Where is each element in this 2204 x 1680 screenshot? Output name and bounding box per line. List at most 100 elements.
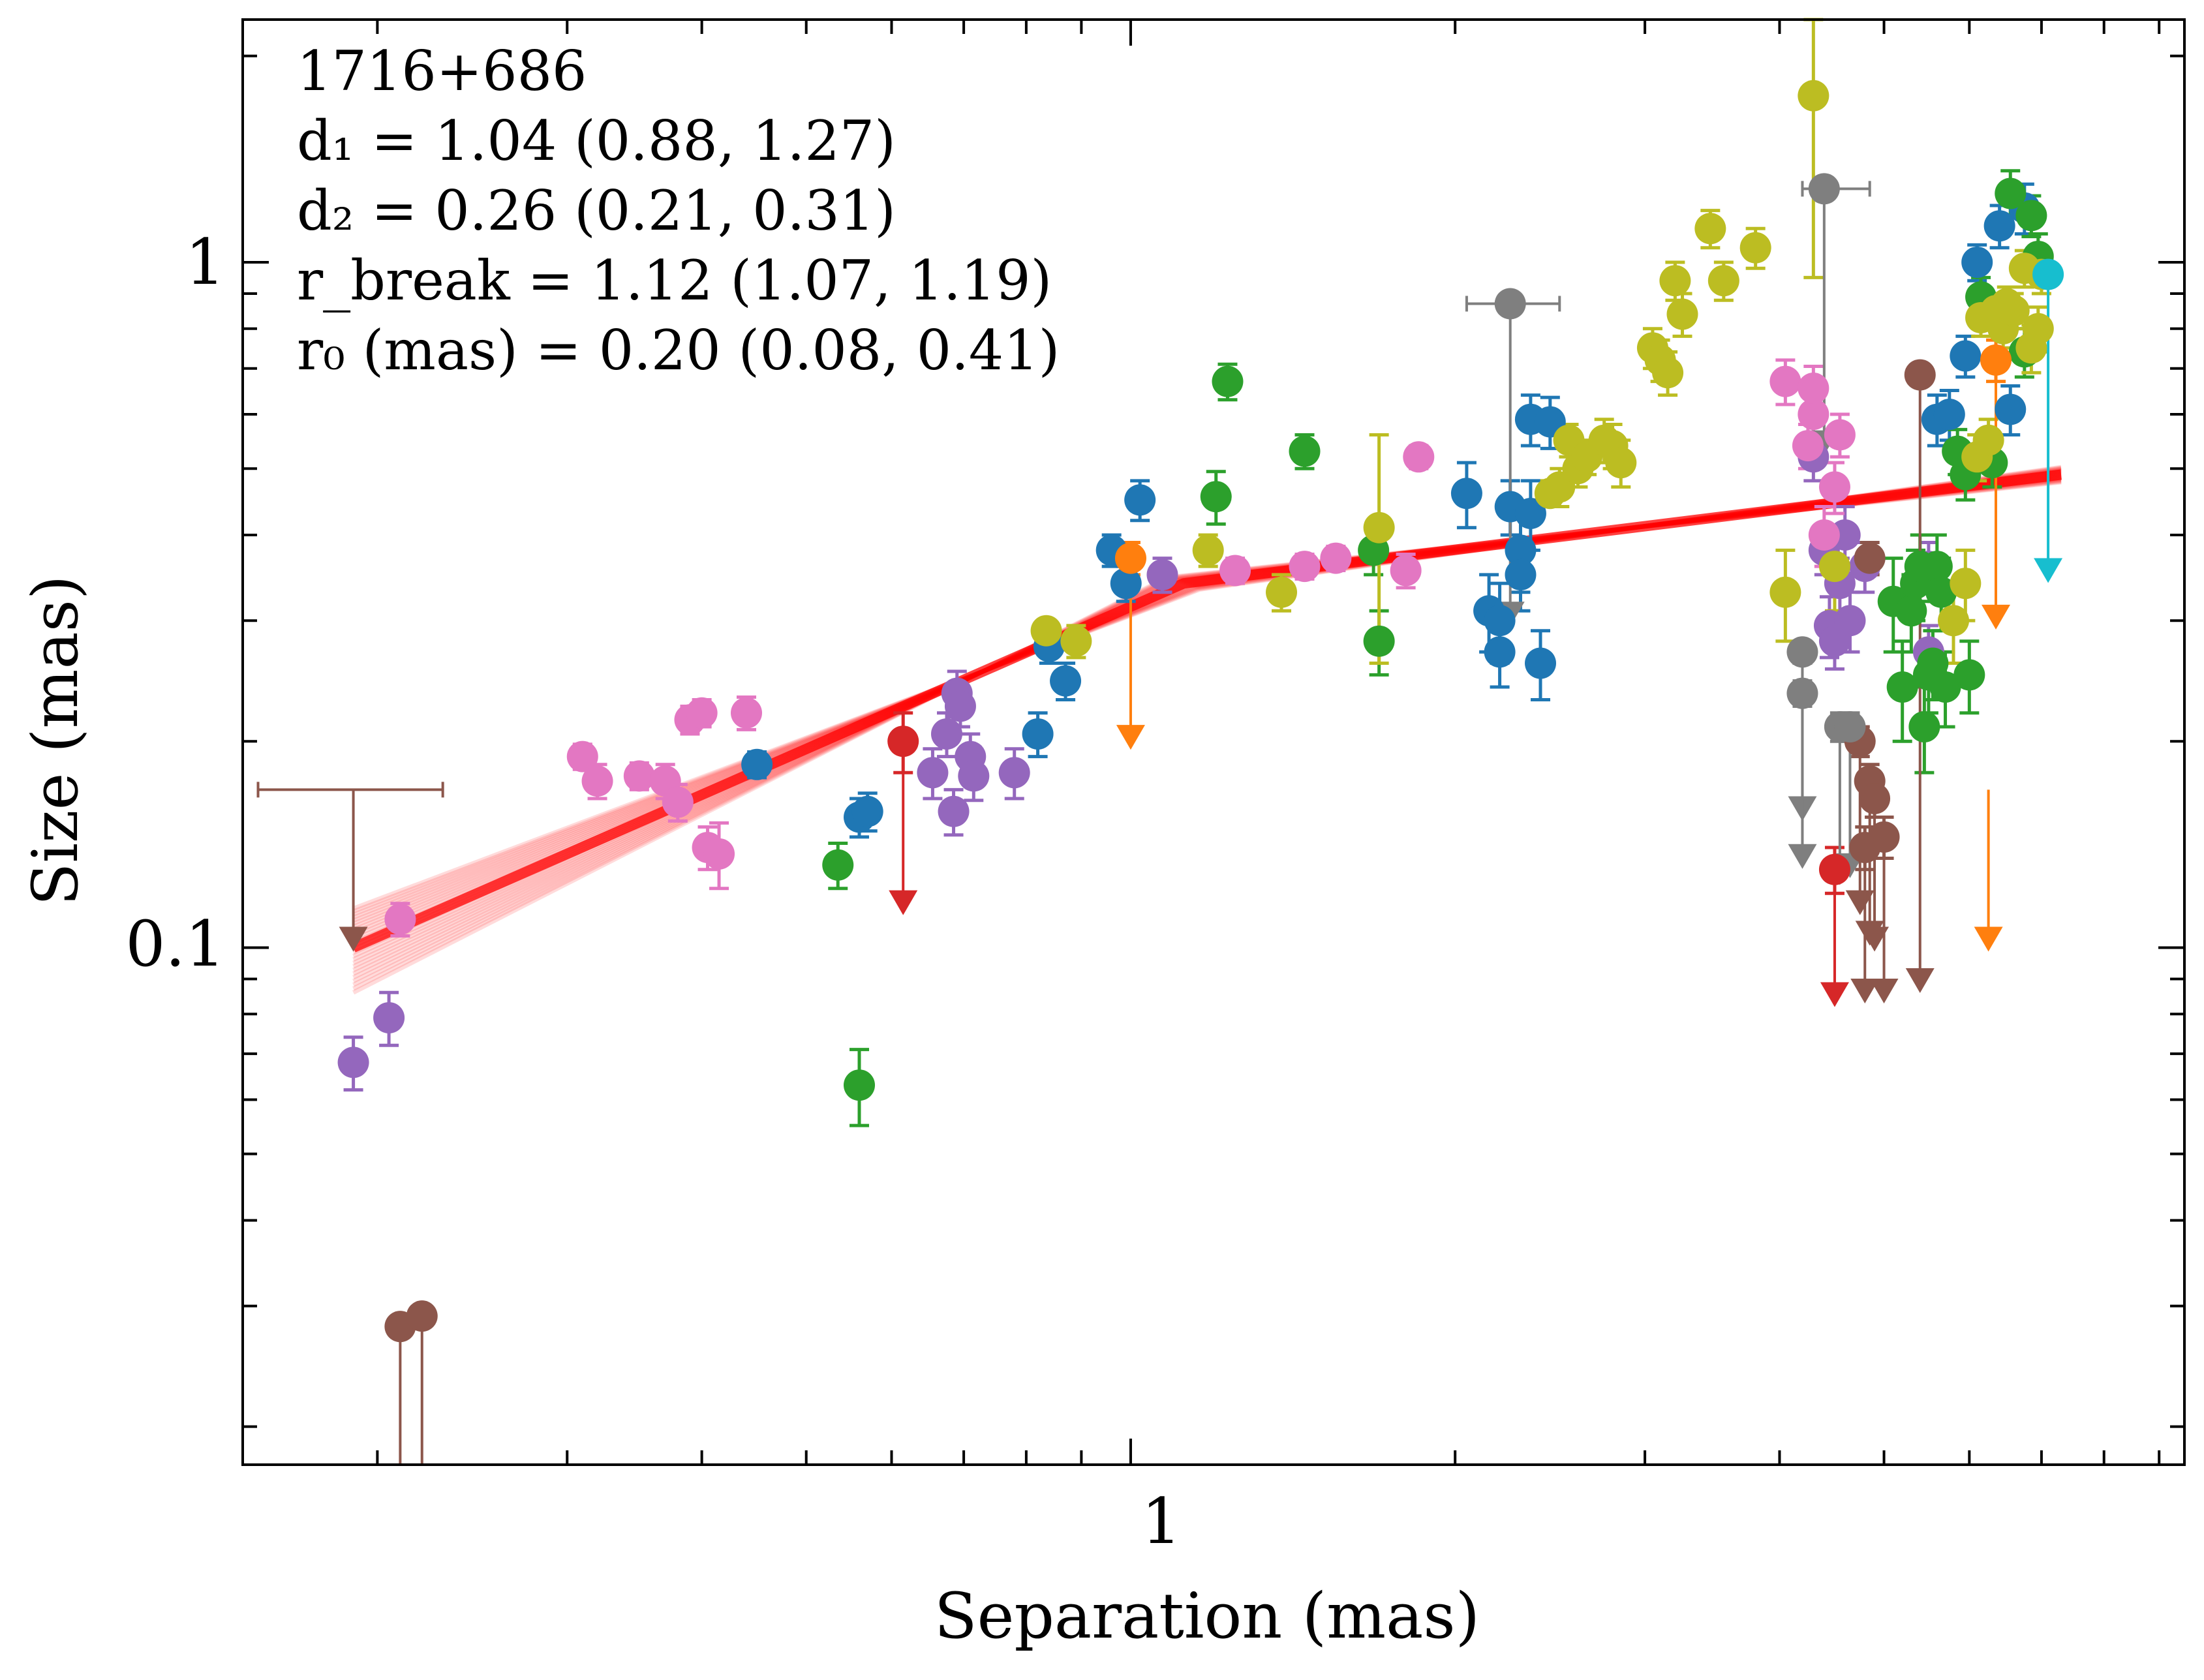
fit-median-line <box>351 469 2062 953</box>
upper-limit-arrow <box>889 890 918 915</box>
pink-data-point <box>566 741 598 772</box>
green-data-point <box>1363 625 1395 657</box>
blue-data-point <box>1484 636 1516 668</box>
x-axis-title: Separation (mas) <box>934 1580 1480 1653</box>
purple-data-point <box>1834 605 1866 637</box>
purple-data-point <box>1146 558 1178 590</box>
grey-data-point <box>1834 710 1866 742</box>
upper-limit-arrow <box>1850 978 1880 1003</box>
pink-data-point <box>623 760 655 792</box>
purple-data-point <box>998 757 1030 789</box>
purple-data-point <box>337 1046 369 1078</box>
red-data-point <box>887 725 919 757</box>
olive-data-point <box>1694 213 1726 245</box>
pink-data-point <box>1390 555 1422 587</box>
blue-data-point <box>1983 210 2015 242</box>
pink-data-point <box>581 765 613 797</box>
pink-data-point <box>1403 441 1435 473</box>
green-data-point <box>1925 576 1957 608</box>
green-data-point <box>2015 200 2047 232</box>
blue-data-point <box>1514 498 1546 530</box>
blue-data-point <box>1505 558 1537 590</box>
grey-data-point <box>1786 636 1818 668</box>
green-data-point <box>1289 435 1321 467</box>
pink-data-point <box>1792 430 1824 462</box>
purple-data-point <box>930 718 962 750</box>
green-data-point <box>1200 481 1232 513</box>
brown-data-point <box>406 1300 438 1332</box>
orange-data-point <box>1980 344 2012 376</box>
grey-data-point <box>1808 173 1840 205</box>
olive-data-point <box>1769 576 1801 608</box>
pink-data-point <box>686 697 718 729</box>
green-data-point <box>1921 551 1953 583</box>
olive-data-point <box>2022 313 2054 344</box>
blue-data-point <box>1050 665 1082 697</box>
pink-data-point <box>1289 551 1321 583</box>
olive-data-point <box>1938 605 1970 637</box>
fit-band <box>351 465 2062 995</box>
upper-limit-arrow <box>1869 978 1899 1003</box>
green-data-point <box>822 849 854 881</box>
upper-limit-arrow <box>1116 725 1145 750</box>
olive-data-point <box>1659 265 1691 297</box>
blue-data-point <box>851 795 883 827</box>
green-data-point <box>1886 671 1918 703</box>
olive-data-point <box>1707 265 1739 297</box>
blue-data-point <box>1950 340 1982 372</box>
olive-data-point <box>1998 295 2030 327</box>
blue-data-point <box>1484 605 1516 637</box>
upper-limit-arrow <box>1982 604 2011 630</box>
brown-data-point <box>1868 821 1900 853</box>
x-tick-label-1: 1 <box>1141 1485 1181 1558</box>
blue-data-point <box>1124 484 1156 516</box>
fit-annotation: 1716+686 d₁ = 1.04 (0.88, 1.27) d₂ = 0.2… <box>297 39 1060 382</box>
upper-limit-arrow <box>1860 926 1890 952</box>
upper-limit-arrow <box>1820 982 1849 1007</box>
purple-data-point <box>917 757 949 789</box>
blue-data-point <box>1022 718 1054 750</box>
pink-data-point <box>1769 365 1801 397</box>
purple-data-point <box>944 690 976 722</box>
y-axis-title: Size (mas) <box>19 575 92 906</box>
olive-data-point <box>1030 615 1062 647</box>
upper-limit-arrow <box>1905 968 1935 993</box>
olive-data-point <box>1652 357 1684 389</box>
blue-data-point <box>1505 534 1537 566</box>
data-markers <box>256 18 2064 1465</box>
green-data-point <box>1917 647 1949 679</box>
olive-data-point <box>1266 576 1298 608</box>
olive-data-point <box>1972 424 2004 456</box>
cyan-data-point <box>2032 258 2064 290</box>
green-data-point <box>1908 710 1940 742</box>
blue-data-point <box>741 748 773 780</box>
pink-data-point <box>1320 542 1352 574</box>
olive-data-point <box>1950 568 1982 600</box>
annotation-d2: d₂ = 0.26 (0.21, 0.31) <box>297 179 896 243</box>
grey-data-point <box>1786 677 1818 709</box>
red-data-point <box>1818 853 1850 885</box>
pink-data-point <box>1824 419 1856 451</box>
upper-limit-arrow <box>339 926 368 952</box>
brown-data-point <box>1904 359 1936 391</box>
olive-data-point <box>1192 534 1224 566</box>
plot-frame <box>241 18 2186 1466</box>
pink-data-point <box>1798 373 1829 405</box>
green-data-point <box>1929 671 1961 703</box>
blue-data-point <box>1995 393 2027 425</box>
blue-data-point <box>1450 478 1482 510</box>
blue-data-point <box>1110 568 1142 600</box>
pink-data-point <box>1798 399 1829 431</box>
olive-data-point <box>1363 512 1395 543</box>
upper-limit-arrow <box>1845 890 1875 915</box>
upper-limit-arrow <box>2034 558 2063 583</box>
olive-data-point <box>1798 80 1829 112</box>
annotation-r0: r₀ (mas) = 0.20 (0.08, 0.41) <box>297 318 1060 382</box>
axis-ticks <box>243 20 2184 1465</box>
annotation-source: 1716+686 <box>297 39 587 103</box>
blue-data-point <box>1933 399 1965 431</box>
pink-data-point <box>662 786 694 818</box>
pink-data-point <box>703 838 735 870</box>
upper-limit-arrow <box>1788 844 1817 869</box>
